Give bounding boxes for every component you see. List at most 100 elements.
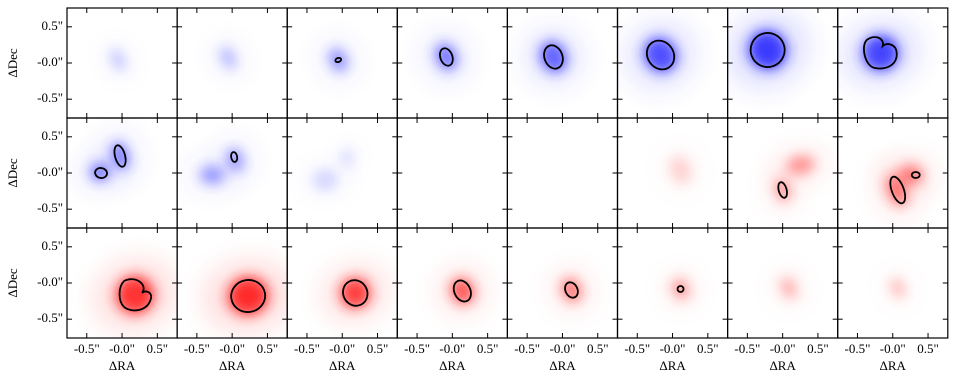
emission-blob <box>890 278 905 298</box>
x-axis-label: ΔRA <box>329 358 356 373</box>
x-tick-label: 0.5" <box>697 341 719 356</box>
panel-frame <box>396 117 508 229</box>
emission-blob <box>220 46 237 70</box>
contour <box>230 279 267 313</box>
x-tick-label: 0.5" <box>147 341 169 356</box>
x-tick-label: 0.5" <box>917 341 939 356</box>
emission-blob <box>329 48 348 72</box>
x-tick-label: -0.5" <box>845 341 871 356</box>
x-tick-label: 0.5" <box>807 341 829 356</box>
emission-blob <box>110 48 126 72</box>
emission-blob <box>116 276 155 314</box>
contour <box>113 144 127 168</box>
emission-blob <box>200 166 225 184</box>
y-tick-label: 0.5" <box>41 18 63 33</box>
panel <box>664 271 697 307</box>
panel <box>766 148 832 212</box>
x-tick-label: -0.5" <box>294 341 320 356</box>
panel <box>438 267 487 315</box>
emission-blob <box>313 170 338 190</box>
y-tick-label: -0.0" <box>37 164 63 179</box>
x-tick-label: -0.0" <box>550 341 576 356</box>
panel <box>211 37 245 79</box>
x-tick-label: -0.0" <box>329 341 355 356</box>
contour <box>543 44 564 70</box>
panel <box>185 138 254 192</box>
x-tick-label: -0.0" <box>770 341 796 356</box>
panel <box>313 148 354 190</box>
y-tick-label: 0.5" <box>41 238 63 253</box>
contour <box>439 47 454 67</box>
emission-blob <box>341 148 354 168</box>
y-tick-label: 0.5" <box>41 128 63 143</box>
contour <box>452 279 472 303</box>
contour <box>863 36 898 70</box>
emission-blob <box>780 277 797 299</box>
panel <box>841 19 920 87</box>
contour <box>910 171 921 179</box>
panel <box>94 259 177 331</box>
y-tick-label: -0.5" <box>37 310 63 325</box>
y-axis-label: ΔDec <box>5 48 20 78</box>
x-tick-label: -0.0" <box>109 341 135 356</box>
y-tick-label: -0.0" <box>37 54 63 69</box>
x-axis-label: ΔRA <box>549 358 576 373</box>
y-tick-label: -0.5" <box>37 90 63 105</box>
x-tick-label: -0.0" <box>660 341 686 356</box>
emission-blob <box>786 155 815 175</box>
x-tick-label: -0.0" <box>439 341 465 356</box>
panel <box>772 268 805 308</box>
contour <box>645 39 676 71</box>
panel <box>103 39 134 81</box>
panel <box>322 265 388 321</box>
x-axis-label: ΔRA <box>659 358 686 373</box>
panel-frame <box>506 117 619 229</box>
x-axis-label: ΔRA <box>439 358 466 373</box>
panel <box>626 21 695 89</box>
panel <box>78 131 139 189</box>
emission-blob <box>643 37 678 73</box>
contour <box>118 278 152 312</box>
panel <box>524 28 583 86</box>
x-tick-label: 0.5" <box>367 341 389 356</box>
y-tick-label: -0.5" <box>37 200 63 215</box>
contour <box>889 175 907 205</box>
panel <box>204 261 288 331</box>
x-tick-label: -0.5" <box>184 341 210 356</box>
y-axis-label: ΔDec <box>5 268 20 298</box>
emission-blob <box>340 278 371 308</box>
x-tick-label: -0.5" <box>734 341 760 356</box>
x-tick-label: -0.5" <box>514 341 540 356</box>
contour <box>334 56 343 64</box>
x-tick-label: 0.5" <box>587 341 609 356</box>
contour <box>777 181 788 199</box>
panel <box>551 268 592 312</box>
emission-blob <box>228 276 269 316</box>
panel <box>727 12 809 88</box>
panel <box>423 32 469 82</box>
contour <box>342 279 369 307</box>
y-tick-label: -0.0" <box>37 274 63 289</box>
y-axis-label: ΔDec <box>5 158 20 188</box>
contour <box>94 167 108 179</box>
emission-blob <box>672 279 689 299</box>
x-tick-label: 0.5" <box>477 341 499 356</box>
contour <box>230 151 239 163</box>
x-axis-label: ΔRA <box>769 358 796 373</box>
x-tick-label: -0.5" <box>74 341 100 356</box>
x-tick-label: 0.5" <box>257 341 279 356</box>
x-axis-label: ΔRA <box>219 358 246 373</box>
emission-blob <box>886 174 907 206</box>
x-tick-label: -0.0" <box>880 341 906 356</box>
contour <box>564 281 579 299</box>
x-axis-label: ΔRA <box>109 358 136 373</box>
x-tick-label: -0.5" <box>404 341 430 356</box>
panel <box>883 270 912 306</box>
panel <box>319 39 357 81</box>
panel <box>670 156 692 184</box>
x-axis-label: ΔRA <box>880 358 907 373</box>
emission-blob <box>748 30 787 70</box>
contour <box>749 32 786 68</box>
emission-blob <box>670 156 692 184</box>
